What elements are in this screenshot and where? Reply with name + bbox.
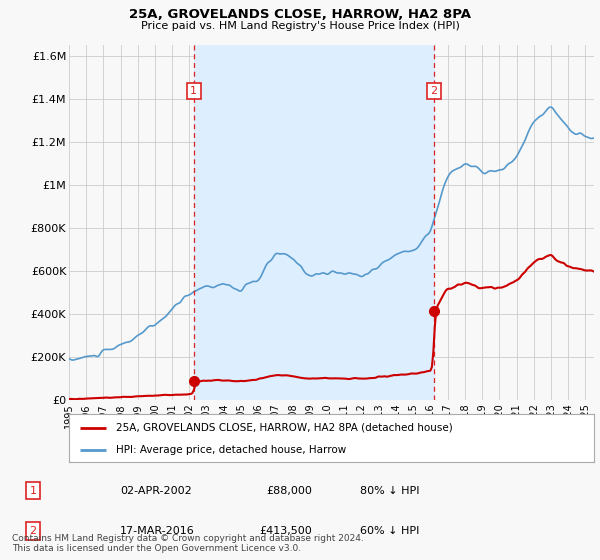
Text: 2: 2 xyxy=(431,86,437,96)
Text: 2: 2 xyxy=(29,526,37,536)
Text: £413,500: £413,500 xyxy=(259,526,312,536)
Text: 25A, GROVELANDS CLOSE, HARROW, HA2 8PA: 25A, GROVELANDS CLOSE, HARROW, HA2 8PA xyxy=(129,8,471,21)
Text: 02-APR-2002: 02-APR-2002 xyxy=(120,486,192,496)
Text: Contains HM Land Registry data © Crown copyright and database right 2024.
This d: Contains HM Land Registry data © Crown c… xyxy=(12,534,364,553)
Bar xyxy=(194,45,434,400)
Text: HPI: Average price, detached house, Harrow: HPI: Average price, detached house, Harr… xyxy=(116,445,347,455)
Text: 1: 1 xyxy=(29,486,37,496)
Text: £88,000: £88,000 xyxy=(266,486,312,496)
Text: 80% ↓ HPI: 80% ↓ HPI xyxy=(360,486,419,496)
Text: Price paid vs. HM Land Registry's House Price Index (HPI): Price paid vs. HM Land Registry's House … xyxy=(140,21,460,31)
Text: 1: 1 xyxy=(190,86,197,96)
Text: 25A, GROVELANDS CLOSE, HARROW, HA2 8PA (detached house): 25A, GROVELANDS CLOSE, HARROW, HA2 8PA (… xyxy=(116,423,453,433)
Text: 17-MAR-2016: 17-MAR-2016 xyxy=(120,526,195,536)
Text: 60% ↓ HPI: 60% ↓ HPI xyxy=(360,526,419,536)
